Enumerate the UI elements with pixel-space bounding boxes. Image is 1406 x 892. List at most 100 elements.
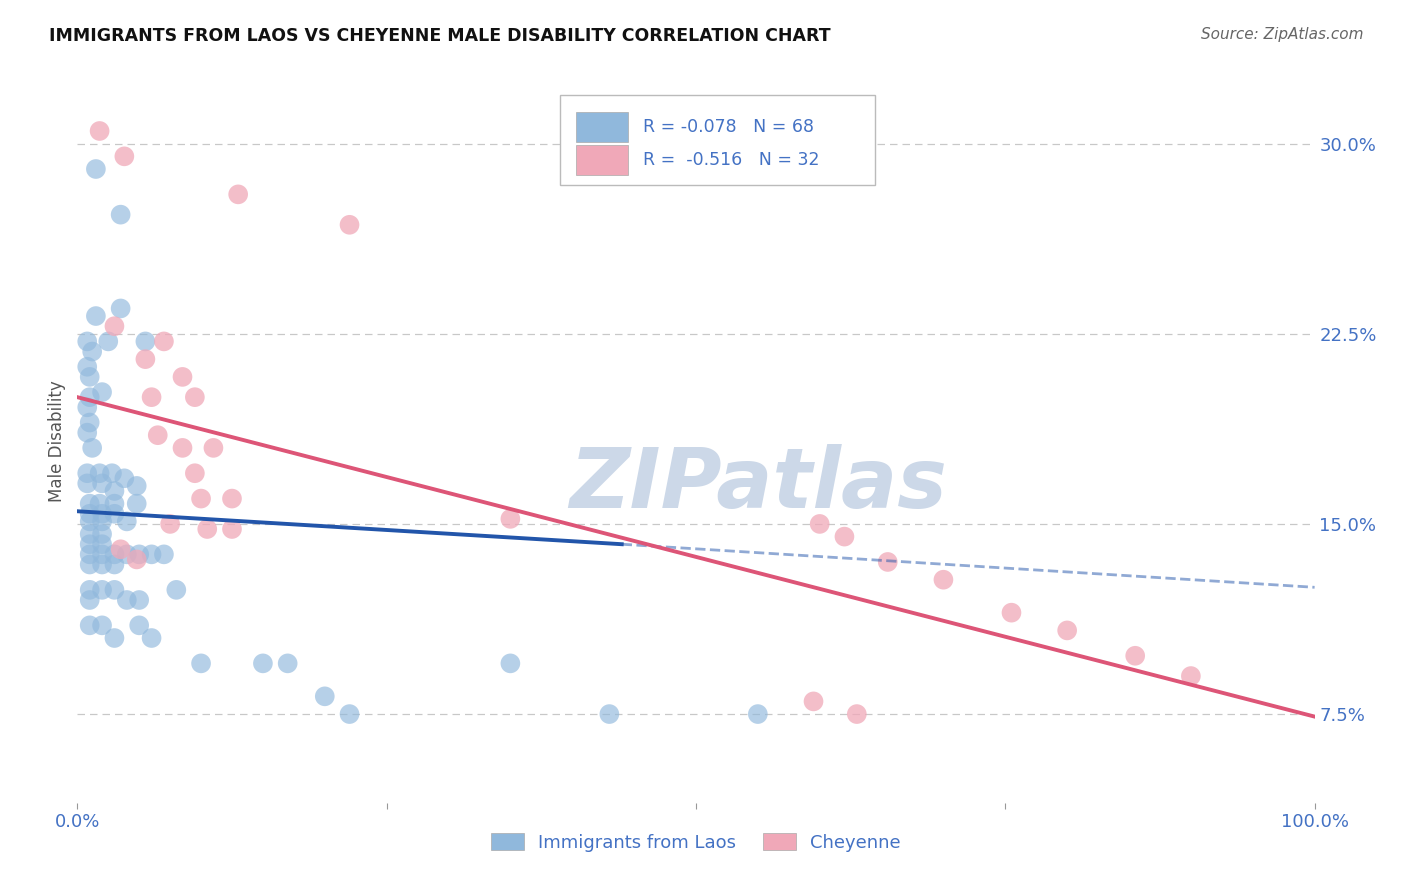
Point	[91, 618, 114, 632]
Point	[808, 516, 831, 531]
Point	[115, 547, 138, 561]
Point	[932, 573, 955, 587]
Point	[252, 657, 274, 671]
Point	[112, 149, 135, 163]
Point	[97, 334, 120, 349]
Point	[184, 467, 207, 481]
Point	[91, 558, 114, 572]
Point	[110, 301, 132, 316]
Y-axis label: Male Disability: Male Disability	[48, 381, 66, 502]
Point	[845, 707, 868, 722]
Point	[103, 631, 125, 645]
Point	[1123, 648, 1146, 663]
Legend: Immigrants from Laos, Cheyenne: Immigrants from Laos, Cheyenne	[484, 826, 908, 859]
Point	[172, 370, 194, 384]
Point	[82, 344, 104, 359]
Point	[134, 334, 156, 349]
Text: IMMIGRANTS FROM LAOS VS CHEYENNE MALE DISABILITY CORRELATION CHART: IMMIGRANTS FROM LAOS VS CHEYENNE MALE DI…	[49, 27, 831, 45]
Point	[141, 547, 163, 561]
Point	[103, 507, 125, 521]
Point	[128, 618, 150, 632]
Point	[112, 471, 135, 485]
Point	[91, 507, 114, 521]
Point	[339, 218, 361, 232]
Point	[125, 497, 148, 511]
Point	[125, 479, 148, 493]
Point	[834, 530, 856, 544]
Point	[115, 593, 138, 607]
Point	[76, 401, 98, 415]
Point	[103, 582, 125, 597]
Point	[128, 547, 150, 561]
Point	[76, 334, 98, 349]
Point	[159, 516, 181, 531]
Point	[91, 547, 114, 561]
Point	[79, 416, 101, 430]
Point	[101, 467, 124, 481]
Text: R = -0.078   N = 68: R = -0.078 N = 68	[643, 119, 814, 136]
Point	[134, 352, 156, 367]
Point	[79, 497, 101, 511]
Point	[499, 512, 522, 526]
Point	[141, 390, 163, 404]
Point	[79, 537, 101, 551]
Point	[79, 618, 101, 632]
Point	[153, 547, 176, 561]
Point	[76, 476, 98, 491]
FancyBboxPatch shape	[576, 145, 628, 175]
Point	[76, 467, 98, 481]
Point	[876, 555, 898, 569]
Point	[202, 441, 225, 455]
Point	[79, 547, 101, 561]
Point	[82, 441, 104, 455]
Point	[141, 631, 163, 645]
Point	[190, 491, 212, 506]
Point	[79, 582, 101, 597]
Point	[79, 507, 101, 521]
Text: R =  -0.516   N = 32: R = -0.516 N = 32	[643, 151, 820, 169]
Point	[146, 428, 169, 442]
FancyBboxPatch shape	[560, 95, 876, 185]
FancyBboxPatch shape	[576, 112, 628, 143]
Point	[89, 124, 111, 138]
Point	[153, 334, 176, 349]
Point	[165, 582, 187, 597]
Point	[79, 390, 101, 404]
Point	[84, 309, 107, 323]
Point	[172, 441, 194, 455]
Point	[76, 425, 98, 440]
Point	[91, 582, 114, 597]
Point	[103, 483, 125, 498]
Point	[598, 707, 620, 722]
Point	[76, 359, 98, 374]
Point	[89, 497, 111, 511]
Point	[1000, 606, 1022, 620]
Point	[103, 547, 125, 561]
Point	[110, 208, 132, 222]
Point	[91, 527, 114, 541]
Point	[1056, 624, 1078, 638]
Text: ZIPatlas: ZIPatlas	[569, 444, 946, 525]
Point	[89, 467, 111, 481]
Point	[84, 161, 107, 176]
Point	[314, 690, 336, 704]
Point	[103, 558, 125, 572]
Point	[79, 370, 101, 384]
Point	[103, 319, 125, 334]
Text: Source: ZipAtlas.com: Source: ZipAtlas.com	[1201, 27, 1364, 42]
Point	[91, 476, 114, 491]
Point	[221, 522, 243, 536]
Point	[79, 558, 101, 572]
Point	[91, 515, 114, 529]
Point	[747, 707, 769, 722]
Point	[184, 390, 207, 404]
Point	[190, 657, 212, 671]
Point	[221, 491, 243, 506]
Point	[803, 694, 825, 708]
Point	[91, 385, 114, 400]
Point	[1180, 669, 1202, 683]
Point	[79, 515, 101, 529]
Point	[195, 522, 218, 536]
Point	[103, 497, 125, 511]
Point	[79, 527, 101, 541]
